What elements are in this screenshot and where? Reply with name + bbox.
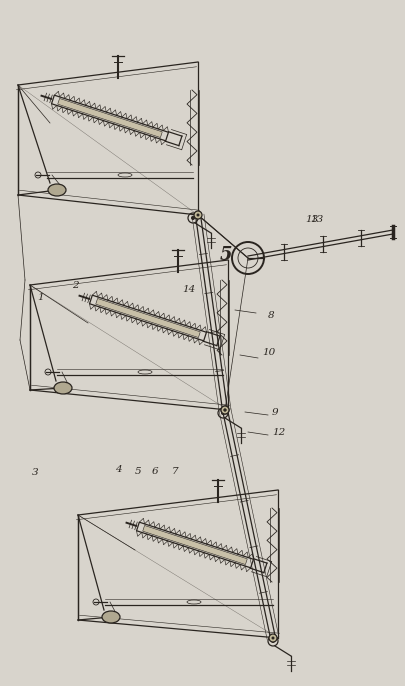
Text: 6: 6: [152, 467, 159, 476]
Text: 10: 10: [262, 348, 275, 357]
Text: 4: 4: [115, 465, 122, 474]
Circle shape: [191, 216, 195, 220]
Circle shape: [221, 406, 229, 414]
Text: 5: 5: [220, 246, 232, 264]
Circle shape: [269, 634, 277, 642]
Circle shape: [224, 408, 226, 412]
Text: 13: 13: [310, 215, 323, 224]
Text: 3: 3: [32, 468, 38, 477]
Text: 14: 14: [182, 285, 195, 294]
Text: 2: 2: [72, 281, 79, 290]
Polygon shape: [58, 99, 162, 137]
Circle shape: [221, 406, 229, 414]
Text: 1: 1: [37, 293, 44, 302]
Ellipse shape: [54, 382, 72, 394]
Polygon shape: [96, 298, 200, 338]
Text: 12: 12: [272, 428, 285, 437]
Text: 8: 8: [268, 311, 275, 320]
Circle shape: [271, 637, 275, 639]
Text: 9: 9: [272, 408, 279, 417]
Text: 7: 7: [172, 467, 179, 476]
Ellipse shape: [48, 184, 66, 196]
Circle shape: [271, 639, 275, 643]
Polygon shape: [143, 525, 247, 565]
Circle shape: [196, 213, 200, 217]
Text: 13: 13: [305, 215, 318, 224]
Ellipse shape: [102, 611, 120, 623]
Text: 5: 5: [135, 467, 142, 476]
Circle shape: [224, 408, 226, 412]
Circle shape: [194, 211, 202, 219]
Circle shape: [221, 411, 225, 415]
